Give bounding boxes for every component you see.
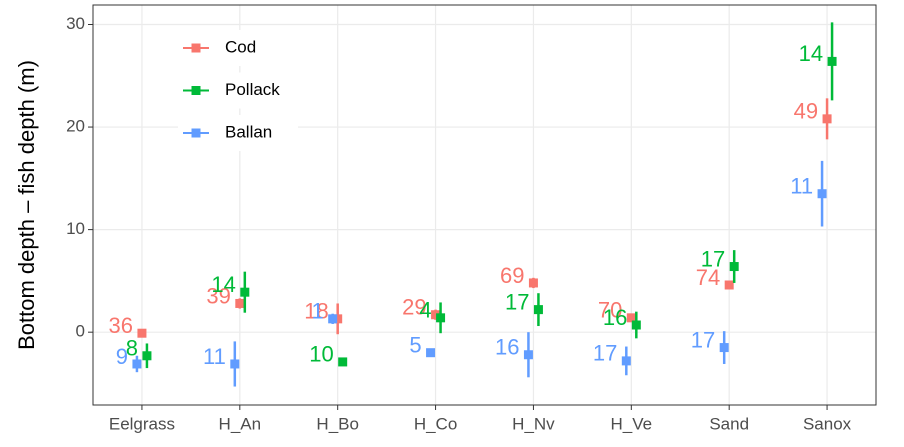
x-tick-label: H_Co [414,414,457,433]
count-label: 17 [691,327,715,352]
point [827,56,837,66]
point [631,320,641,330]
y-tick-label: 10 [66,219,85,238]
x-tick-label: Sanox [803,414,852,433]
point [132,359,142,369]
x-tick-label: H_Ve [611,414,653,433]
count-label: 5 [409,333,421,358]
legend-label: Cod [225,37,256,56]
count-label: 16 [495,335,519,360]
y-axis-title: Bottom depth – fish depth (m) [14,60,39,350]
x-tick-label: H_An [219,414,262,433]
point [338,357,348,367]
point [137,328,147,338]
count-label: 14 [799,41,823,66]
count-label: 14 [211,272,235,297]
count-label: 29 [402,295,426,320]
count-label: 49 [794,99,818,124]
count-label: 69 [500,263,524,288]
point [230,359,240,369]
plot-panel [93,5,876,405]
count-label: 10 [309,342,333,367]
legend-key-point [191,43,201,53]
count-label: 17 [505,289,529,314]
count-label: 74 [696,265,720,290]
point [333,314,343,324]
point [328,314,338,324]
count-label: 11 [203,344,226,369]
legend-key-point [191,86,201,95]
count-label: 39 [206,283,230,308]
point [729,262,739,272]
point [431,310,441,320]
point [822,114,832,124]
count-label: 16 [603,305,627,330]
point [523,350,533,360]
x-tick-label: H_Nv [512,414,555,433]
count-label: 1 [311,299,323,324]
point [626,313,636,323]
count-label: 9 [116,344,128,369]
point [724,280,734,290]
point [533,305,543,315]
y-tick-label: 20 [66,117,85,136]
point [426,348,436,358]
y-tick-label: 30 [66,14,85,33]
count-label: 17 [593,341,617,366]
count-label: 4 [419,298,431,323]
y-tick-label: 0 [76,322,85,341]
count-label: 11 [790,174,813,199]
legend-key-point [191,128,201,138]
count-label: 70 [598,298,622,323]
point [621,356,631,366]
panel-border [92,4,877,406]
count-label: 18 [304,299,328,324]
legend-label: Ballan [225,122,272,141]
point [235,298,245,308]
legend-label: Pollack [225,80,280,99]
point [436,313,446,323]
point [528,278,538,288]
x-tick-label: Eelgrass [109,414,175,433]
point [142,351,152,361]
x-tick-label: H_Bo [316,414,359,433]
count-label: 36 [108,313,132,338]
x-tick-label: Sand [709,414,749,433]
point [719,343,729,353]
point [817,189,827,199]
count-label: 17 [701,246,725,271]
count-label: 8 [126,336,138,361]
point [240,287,250,297]
